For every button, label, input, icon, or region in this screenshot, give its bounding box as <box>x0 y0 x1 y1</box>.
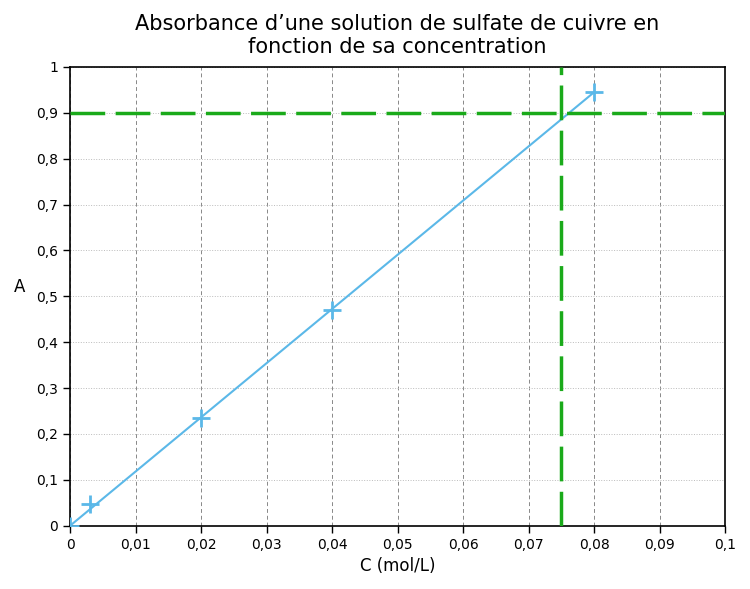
X-axis label: C (mol/L): C (mol/L) <box>360 557 435 575</box>
Y-axis label: A: A <box>14 279 26 296</box>
Title: Absorbance d’une solution de sulfate de cuivre en
fonction de sa concentration: Absorbance d’une solution de sulfate de … <box>136 14 660 57</box>
